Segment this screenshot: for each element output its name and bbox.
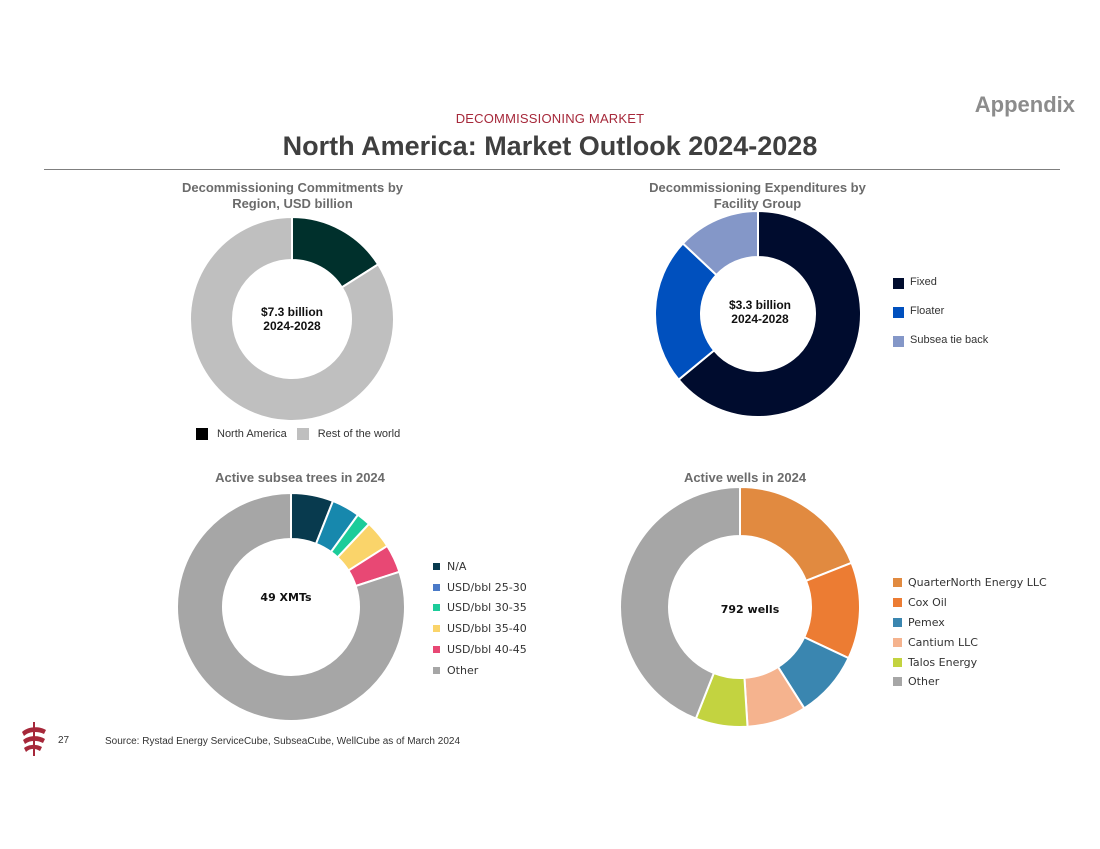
- legend-item: Pemex: [893, 613, 1047, 633]
- source-note: Source: Rystad Energy ServiceCube, Subse…: [105, 736, 461, 747]
- chart3-center-label: 49 XMTs: [216, 591, 356, 605]
- page-number: 27: [58, 735, 70, 746]
- legend-label: Rest of the world: [317, 428, 401, 440]
- donut-slice-subsea-tie-back: [681, 209, 759, 277]
- donut-slice-rest-of-the-world: [189, 215, 395, 422]
- legend-label: Talos Energy: [908, 655, 978, 669]
- donut-slice-quarternorth-energy-llc: [739, 485, 853, 583]
- chart1-title-line2: Region, USD billion: [232, 196, 353, 211]
- chart2-center-label: $3.3 billion 2024-2028: [690, 298, 830, 326]
- chart3-title: Active subsea trees in 2024: [150, 470, 450, 486]
- legend-swatch: [893, 677, 902, 687]
- legend-label: Fixed: [910, 276, 937, 288]
- legend-label: Subsea tie back: [910, 334, 989, 346]
- chart4-center-label: 792 wells: [680, 603, 820, 617]
- legend-swatch: [433, 562, 440, 570]
- legend-label: Cantium LLC: [908, 635, 978, 649]
- legend-item: Rest of the world: [296, 428, 401, 440]
- chart2-donut: [654, 209, 862, 418]
- legend-item: Other: [433, 660, 527, 681]
- chart4-title: Active wells in 2024: [600, 470, 890, 486]
- chart2-center-line2: 2024-2028: [731, 312, 789, 326]
- chart2-center-line1: $3.3 billion: [728, 298, 791, 312]
- legend-item: USD/bbl 40-45: [433, 639, 527, 660]
- legend-item: Cantium LLC: [893, 632, 1047, 652]
- legend-item: N/A: [433, 556, 527, 577]
- chart1-legend: North America Rest of the world: [196, 428, 400, 440]
- chart3-donut: [176, 491, 406, 722]
- legend-label: USD/bbl 30-35: [447, 601, 527, 615]
- chart3-legend: N/A USD/bbl 25-30 USD/bbl 30-35 USD/bbl …: [433, 556, 527, 681]
- legend-label: Other: [908, 675, 940, 689]
- legend-label: Floater: [910, 305, 945, 317]
- legend-swatch: [433, 666, 440, 674]
- legend-item: USD/bbl 30-35: [433, 598, 527, 619]
- legend-label: USD/bbl 35-40: [447, 622, 527, 636]
- legend-label: North America: [217, 428, 287, 440]
- legend-item: USD/bbl 25-30: [433, 577, 527, 598]
- chart2-legend: Fixed Floater Subsea tie back: [893, 276, 988, 363]
- page-title: North America: Market Outlook 2024-2028: [282, 131, 818, 161]
- legend-swatch: [433, 604, 440, 612]
- chart2-title-line1: Decommissioning Expenditures by: [649, 180, 866, 195]
- legend-item: Floater: [893, 305, 988, 334]
- legend-label: N/A: [447, 559, 467, 573]
- legend-swatch: [433, 646, 440, 654]
- legend-label: QuarterNorth Energy LLC: [908, 576, 1047, 590]
- title-divider: [44, 169, 1060, 170]
- legend-item: Other: [893, 672, 1047, 692]
- chart3-center-line1: 49 XMTs: [260, 591, 312, 604]
- legend-swatch: [893, 278, 904, 289]
- legend-label: Other: [447, 663, 479, 677]
- donut-slice-other: [176, 491, 406, 722]
- legend-swatch: [893, 336, 904, 347]
- chart2-title: Decommissioning Expenditures by Facility…: [615, 180, 900, 212]
- chart3-title-line1: Active subsea trees in 2024: [215, 470, 385, 485]
- donut-slice-fixed: [677, 209, 862, 418]
- legend-swatch: [196, 428, 208, 440]
- chart4-center-line1: 792 wells: [720, 603, 780, 616]
- section-kicker: DECOMMISSIONING MARKET: [455, 111, 645, 126]
- chart1-center-label: $7.3 billion 2024-2028: [222, 305, 362, 333]
- legend-item: QuarterNorth Energy LLC: [893, 573, 1047, 593]
- legend-item: USD/bbl 35-40: [433, 618, 527, 639]
- legend-label: Cox Oil: [908, 596, 947, 610]
- legend-swatch: [893, 578, 902, 588]
- legend-swatch: [433, 625, 440, 633]
- chart2-title-line2: Facility Group: [713, 196, 802, 211]
- legend-item: Fixed: [893, 276, 988, 305]
- legend-swatch: [296, 428, 309, 440]
- company-logo-icon: [22, 722, 46, 756]
- legend-label: USD/bbl 25-30: [447, 580, 527, 594]
- legend-swatch: [893, 657, 902, 667]
- chart1-title: Decommissioning Commitments by Region, U…: [150, 180, 435, 212]
- legend-item: Subsea tie back: [893, 334, 988, 363]
- legend-item: Talos Energy: [893, 652, 1047, 672]
- legend-item: Cox Oil: [893, 593, 1047, 613]
- legend-swatch: [893, 617, 902, 627]
- donut-slice-other: [619, 485, 741, 720]
- legend-swatch: [893, 307, 904, 318]
- chart1-donut: [189, 215, 395, 422]
- legend-label: USD/bbl 40-45: [447, 643, 527, 657]
- chart4-legend: QuarterNorth Energy LLC Cox Oil Pemex Ca…: [893, 573, 1047, 692]
- chart1-center-line2: 2024-2028: [263, 319, 321, 333]
- legend-swatch: [433, 583, 440, 591]
- chart1-title-line1: Decommissioning Commitments by: [181, 180, 404, 195]
- legend-item: North America: [196, 428, 287, 440]
- legend-swatch: [893, 637, 902, 647]
- legend-swatch: [893, 598, 902, 608]
- appendix-label: Appendix: [974, 92, 1075, 117]
- legend-label: Pemex: [908, 615, 945, 629]
- chart1-center-line1: $7.3 billion: [260, 305, 323, 319]
- chart4-donut: [619, 485, 861, 728]
- chart4-title-line1: Active wells in 2024: [683, 470, 807, 485]
